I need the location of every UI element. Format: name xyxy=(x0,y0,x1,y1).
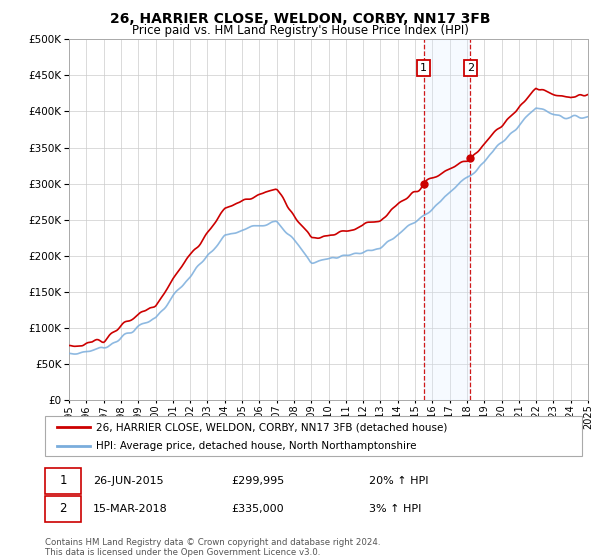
Text: 3% ↑ HPI: 3% ↑ HPI xyxy=(369,504,421,514)
Text: 26-JUN-2015: 26-JUN-2015 xyxy=(93,476,164,486)
Text: £299,995: £299,995 xyxy=(231,476,284,486)
Text: HPI: Average price, detached house, North Northamptonshire: HPI: Average price, detached house, Nort… xyxy=(96,441,416,451)
Bar xyxy=(424,39,470,400)
Text: 15-MAR-2018: 15-MAR-2018 xyxy=(93,504,168,514)
Text: 26, HARRIER CLOSE, WELDON, CORBY, NN17 3FB: 26, HARRIER CLOSE, WELDON, CORBY, NN17 3… xyxy=(110,12,490,26)
Text: 2: 2 xyxy=(59,502,67,515)
Text: Contains HM Land Registry data © Crown copyright and database right 2024.
This d: Contains HM Land Registry data © Crown c… xyxy=(45,538,380,557)
Text: 1: 1 xyxy=(59,474,67,487)
Text: £335,000: £335,000 xyxy=(231,504,284,514)
Text: 26, HARRIER CLOSE, WELDON, CORBY, NN17 3FB (detached house): 26, HARRIER CLOSE, WELDON, CORBY, NN17 3… xyxy=(96,422,448,432)
Text: 1: 1 xyxy=(420,63,427,73)
Text: 20% ↑ HPI: 20% ↑ HPI xyxy=(369,476,428,486)
Text: 2: 2 xyxy=(467,63,474,73)
Text: Price paid vs. HM Land Registry's House Price Index (HPI): Price paid vs. HM Land Registry's House … xyxy=(131,24,469,36)
